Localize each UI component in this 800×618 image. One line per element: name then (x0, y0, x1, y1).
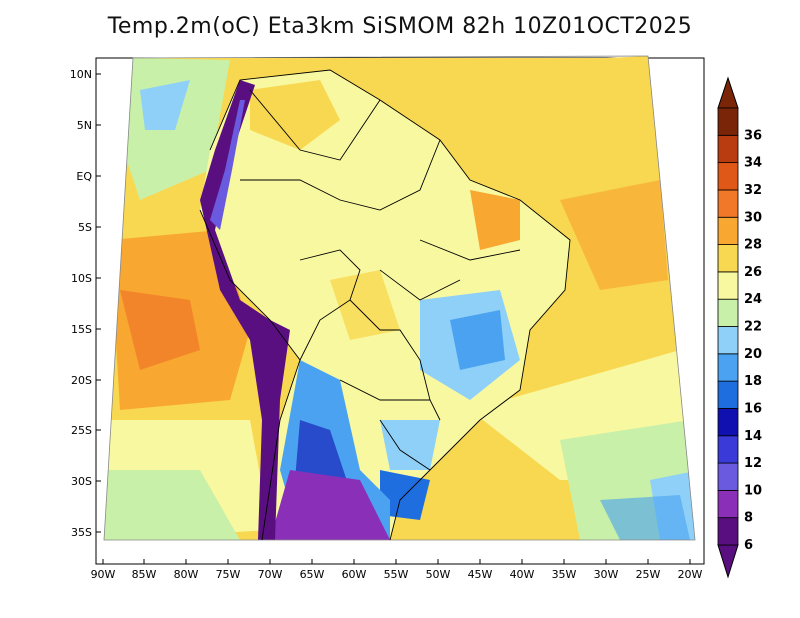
map-title: Temp.2m(oC) Eta3km SiSMOM 82h 10Z01OCT20… (107, 14, 693, 39)
lon-label: 80W (174, 568, 199, 581)
colorbar-label: 34 (744, 156, 762, 171)
lat-label: 35S (71, 526, 92, 539)
colorbar-cell (717, 462, 739, 491)
colorbar-cell (717, 298, 739, 327)
colorbar-cell (717, 353, 739, 382)
lon-label: 45W (468, 568, 493, 581)
colorbar-label: 28 (744, 238, 762, 253)
lon-label: 35W (552, 568, 577, 581)
lat-lon-ticks (96, 73, 691, 564)
lon-label: 85W (132, 568, 157, 581)
colorbar: 6 8 10 12 14 16 18 20 22 24 26 28 30 32 34 36 (717, 76, 762, 579)
colorbar-top-arrow (717, 76, 739, 109)
colorbar-label: 14 (744, 429, 762, 444)
lat-label: 10S (71, 272, 92, 285)
lat-label: 25S (71, 424, 92, 437)
lon-label: 60W (342, 568, 367, 581)
colorbar-cell (717, 435, 739, 464)
colorbar-cell (717, 517, 739, 546)
lon-label: 70W (258, 568, 283, 581)
colorbar-label: 8 (744, 511, 753, 526)
country-borders (199, 69, 571, 541)
lon-label: 40W (510, 568, 535, 581)
colorbar-label: 6 (744, 538, 753, 553)
lon-label: 30W (594, 568, 619, 581)
longitude-axis: 90W 85W 80W 75W 70W 65W 60W 55W 50W 45W … (91, 568, 703, 581)
colorbar-cell (717, 244, 739, 273)
colorbar-label: 26 (744, 265, 762, 280)
colorbar-label: 16 (744, 401, 762, 416)
lat-label: 30S (71, 475, 92, 488)
lat-label: 15S (71, 323, 92, 336)
colorbar-cell (717, 489, 739, 519)
lat-label: 10N (70, 68, 92, 81)
domain-boundary (103, 55, 696, 541)
lon-label: 20W (678, 568, 703, 581)
colorbar-label: 36 (744, 128, 762, 143)
colorbar-label: 18 (744, 374, 762, 389)
colorbar-bottom-arrow (717, 544, 739, 579)
colorbar-label: 10 (744, 483, 762, 498)
colorbar-cell (717, 107, 739, 136)
colorbar-cell (717, 326, 739, 355)
temperature-field (104, 56, 695, 540)
colorbar-cell (717, 216, 739, 245)
colorbar-cell (717, 380, 739, 409)
lon-label: 50W (426, 568, 451, 581)
lat-label: 20S (71, 374, 92, 387)
latitude-axis: 10N 5N EQ 5S 10S 15S 20S 25S 30S 35S (70, 68, 93, 539)
colorbar-label: 22 (744, 320, 762, 335)
lon-label: 90W (91, 568, 116, 581)
lon-label: 75W (216, 568, 241, 581)
lon-label: 25W (636, 568, 661, 581)
colorbar-label: 24 (744, 292, 762, 307)
colorbar-cell (717, 271, 739, 300)
colorbar-label: 30 (744, 210, 762, 225)
colorbar-cell (717, 134, 739, 164)
lon-label: 65W (300, 568, 325, 581)
colorbar-label: 32 (744, 183, 762, 198)
colorbar-cell (717, 408, 739, 437)
lat-label: 5N (77, 119, 92, 132)
colorbar-cell (717, 162, 739, 191)
lat-label: 5S (78, 221, 92, 234)
colorbar-label: 12 (744, 456, 762, 471)
lon-label: 55W (384, 568, 409, 581)
lat-label: EQ (76, 170, 92, 183)
colorbar-cell (717, 189, 739, 218)
colorbar-label: 20 (744, 347, 762, 362)
